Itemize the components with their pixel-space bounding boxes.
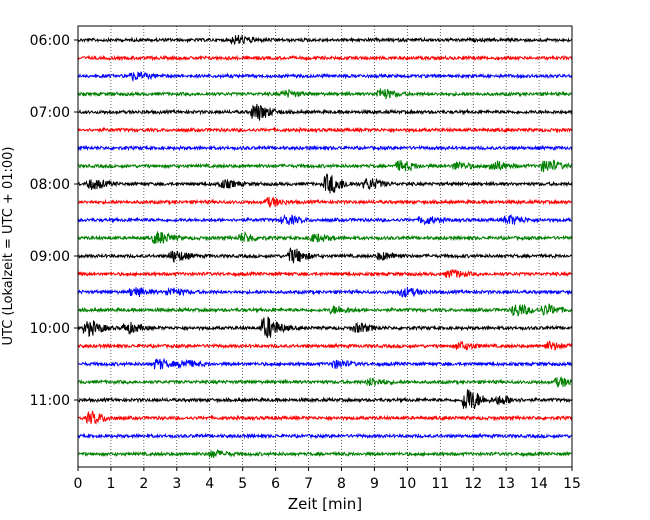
x-tick-label: 14 bbox=[530, 476, 548, 492]
trace-line bbox=[77, 230, 573, 245]
trace-line bbox=[77, 159, 573, 173]
trace-line bbox=[77, 340, 573, 351]
trace-line bbox=[77, 213, 573, 226]
trace-line bbox=[77, 303, 573, 317]
x-tick-label: 3 bbox=[172, 476, 181, 492]
trace-line bbox=[77, 357, 573, 370]
x-tick-label: 13 bbox=[497, 476, 515, 492]
trace-line bbox=[77, 410, 573, 425]
x-axis-label: Zeit [min] bbox=[288, 495, 362, 513]
y-tick-label: 10:00 bbox=[30, 321, 70, 337]
trace-line bbox=[77, 268, 573, 279]
x-tick-label: 5 bbox=[238, 476, 247, 492]
x-tick-label: 1 bbox=[106, 476, 115, 492]
y-axis-label: UTC (Lokalzeit = UTC + 01:00) bbox=[1, 147, 16, 346]
trace-line bbox=[77, 432, 573, 440]
x-tick-label: 0 bbox=[74, 476, 83, 492]
trace-line bbox=[77, 126, 573, 134]
trace-line bbox=[77, 103, 573, 121]
trace-line bbox=[77, 196, 573, 208]
y-tick-label: 07:00 bbox=[30, 105, 70, 121]
y-tick-label: 08:00 bbox=[30, 177, 70, 193]
x-tick-label: 12 bbox=[464, 476, 482, 492]
trace-line bbox=[77, 449, 573, 459]
trace-line bbox=[77, 316, 573, 338]
x-tick-label: 2 bbox=[139, 476, 148, 492]
y-tick-label: 11:00 bbox=[30, 393, 70, 409]
trace-line bbox=[77, 286, 573, 299]
y-axis-ticks: 06:00 07:00 08:00 09:00 10:00 11:00 bbox=[30, 33, 78, 409]
plot-frame bbox=[77, 25, 573, 468]
trace-line bbox=[77, 34, 573, 45]
x-tick-label: 8 bbox=[337, 476, 346, 492]
trace-line bbox=[77, 375, 573, 388]
x-tick-label: 11 bbox=[431, 476, 449, 492]
trace-line bbox=[77, 247, 573, 264]
x-axis-ticks: 0 1 2 3 4 5 6 7 8 9 10 11 12 13 14 15 bbox=[74, 467, 581, 492]
trace-line bbox=[77, 173, 573, 194]
trace-line bbox=[77, 88, 573, 100]
trace-line bbox=[77, 71, 573, 82]
x-tick-label: 10 bbox=[398, 476, 416, 492]
x-tick-label: 9 bbox=[370, 476, 379, 492]
y-tick-label: 06:00 bbox=[30, 33, 70, 49]
x-tick-label: 4 bbox=[205, 476, 214, 492]
trace-line bbox=[77, 144, 573, 152]
x-tick-label: 6 bbox=[271, 476, 280, 492]
trace-line bbox=[77, 54, 573, 62]
seismic-traces bbox=[77, 34, 573, 459]
x-tick-label: 15 bbox=[563, 476, 581, 492]
trace-line bbox=[77, 388, 573, 410]
x-tick-label: 7 bbox=[304, 476, 313, 492]
y-tick-label: 09:00 bbox=[30, 249, 70, 265]
